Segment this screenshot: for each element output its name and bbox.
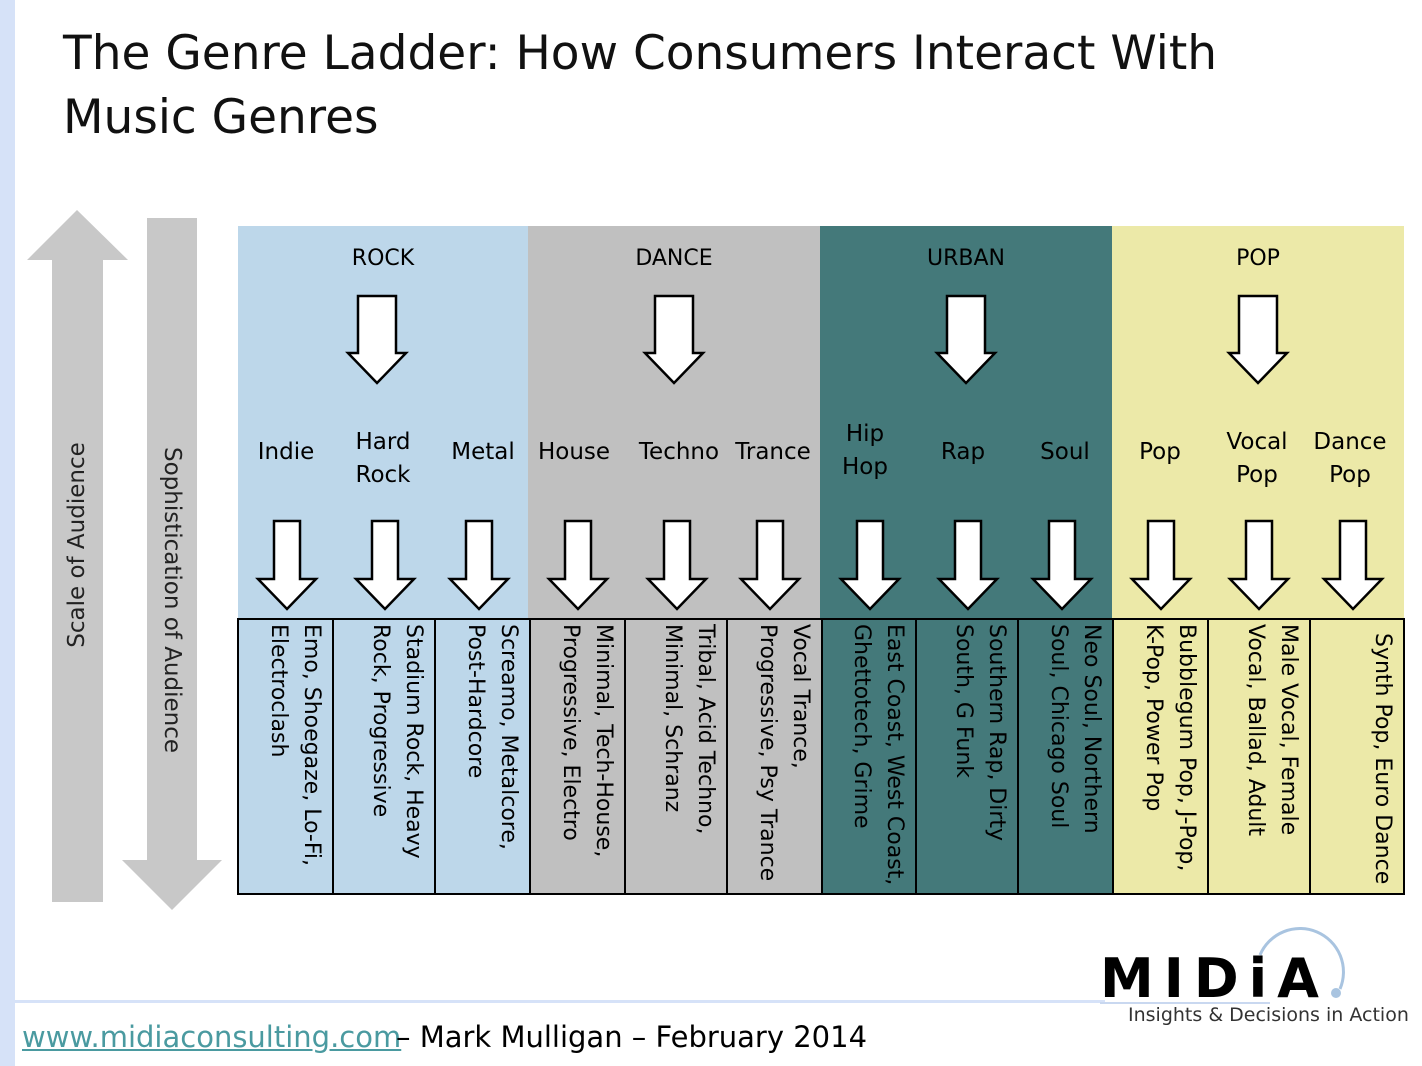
subgenre-down-arrow-icon bbox=[1030, 519, 1094, 611]
subgenre-detail-text: Tribal, Acid Techno, Minimal, Schranz bbox=[660, 624, 718, 835]
subgenre-detail-box: Tribal, Acid Techno, Minimal, Schranz bbox=[624, 618, 728, 895]
subgenre-down-arrow-icon bbox=[645, 519, 709, 611]
subgenre-detail-box: Screamo, Metalcore, Post-Hardcore bbox=[434, 618, 531, 895]
subgenre-detail-text: Minimal, Tech-House, Progressive, Electr… bbox=[558, 624, 616, 858]
subgenre-detail-box: Stadium Rock, Heavy Rock, Progressive bbox=[332, 618, 436, 895]
subgenre-label: Hip Hop bbox=[842, 421, 888, 480]
scale-up-arrow-icon bbox=[27, 210, 128, 902]
subgenre-down-arrow-icon bbox=[936, 519, 1000, 611]
subgenre-down-arrow-icon bbox=[1321, 519, 1385, 611]
subgenre-label: Trance bbox=[735, 439, 811, 465]
subgenre-label: Dance Pop bbox=[1313, 429, 1387, 488]
midia-logo: MIDiA bbox=[1100, 927, 1345, 1010]
subgenre-label: Metal bbox=[451, 439, 515, 465]
subgenre-down-arrow-icon bbox=[546, 519, 610, 611]
subgenre-label: Indie bbox=[257, 439, 315, 465]
genre-down-arrow-icon bbox=[934, 294, 998, 385]
subgenre-detail-box: Male Vocal, Female Vocal, Ballad, Adult bbox=[1207, 618, 1311, 895]
left-stripe bbox=[0, 0, 15, 1066]
subgenre-label: House bbox=[537, 439, 611, 465]
subgenre-detail-box: Neo Soul, Northern Soul, Chicago Soul bbox=[1017, 618, 1114, 895]
subgenre-down-arrow-icon bbox=[1227, 519, 1291, 611]
credit-text: – Mark Mulligan – February 2014 bbox=[396, 1020, 868, 1054]
subgenre-down-arrow-icon bbox=[255, 519, 319, 611]
subgenre-detail-text: Vocal Trance, Progressive, Psy Trance bbox=[755, 624, 813, 882]
subgenre-detail-text: Southern Rap, Dirty South, G Funk bbox=[951, 624, 1009, 842]
logo-tagline: Insights & Decisions in Action bbox=[1128, 1004, 1409, 1026]
genre-down-arrow-icon bbox=[345, 294, 409, 385]
subgenre-down-arrow-icon bbox=[838, 519, 902, 611]
subgenre-label: Pop bbox=[1139, 439, 1181, 465]
subgenre-detail-box: Vocal Trance, Progressive, Psy Trance bbox=[726, 618, 823, 895]
subgenre-down-arrow-icon bbox=[353, 519, 417, 611]
subgenre-detail-text: Bubblegum Pop, J-Pop, K-Pop, Power Pop bbox=[1141, 624, 1199, 872]
subgenre-detail-box: Minimal, Tech-House, Progressive, Electr… bbox=[529, 618, 626, 895]
svg-text:MIDiA: MIDiA bbox=[1100, 947, 1329, 1010]
genre-down-arrow-icon bbox=[1226, 294, 1290, 385]
scale-of-audience-label: Scale of Audience bbox=[64, 442, 90, 648]
subgenre-down-arrow-icon bbox=[1129, 519, 1193, 611]
subgenre-label: Rap bbox=[940, 439, 986, 465]
subgenre-detail-box: Emo, Shoegaze, Lo-Fi, Electroclash bbox=[237, 618, 334, 895]
genre-title: DANCE bbox=[635, 246, 713, 271]
genre-down-arrow-icon bbox=[642, 294, 706, 385]
genre-title: POP bbox=[1236, 246, 1280, 271]
sophistication-of-audience-label: Sophistication of Audience bbox=[159, 446, 185, 754]
subgenre-label: Hard Rock bbox=[355, 429, 411, 488]
subgenre-detail-text: Emo, Shoegaze, Lo-Fi, Electroclash bbox=[266, 624, 324, 867]
subgenre-label: Soul bbox=[1040, 439, 1090, 465]
genre-title: URBAN bbox=[927, 246, 1005, 271]
website-link[interactable]: www.midiaconsulting.com bbox=[22, 1020, 402, 1054]
footer-divider bbox=[15, 1000, 1105, 1003]
subgenre-detail-text: Male Vocal, Female Vocal, Ballad, Adult bbox=[1243, 624, 1301, 837]
subgenre-detail-box: Bubblegum Pop, J-Pop, K-Pop, Power Pop bbox=[1112, 618, 1209, 895]
subgenre-detail-box: Synth Pop, Euro Dance bbox=[1309, 618, 1405, 895]
subgenre-detail-text: Screamo, Metalcore, Post-Hardcore bbox=[463, 624, 521, 850]
subgenre-down-arrow-icon bbox=[447, 519, 511, 611]
subgenre-detail-text: East Coast, West Coast, Ghettotech, Grim… bbox=[849, 624, 907, 886]
subgenre-label: Techno bbox=[638, 439, 720, 465]
subgenre-detail-text: Stadium Rock, Heavy Rock, Progressive bbox=[368, 624, 426, 859]
subgenre-label: Vocal Pop bbox=[1226, 429, 1288, 488]
subgenre-detail-box: East Coast, West Coast, Ghettotech, Grim… bbox=[821, 618, 917, 895]
subgenre-detail-text: Neo Soul, Northern Soul, Chicago Soul bbox=[1046, 624, 1104, 834]
genre-title: ROCK bbox=[351, 246, 415, 271]
page-title: The Genre Ladder: How Consumers Interact… bbox=[63, 26, 1218, 145]
subgenre-down-arrow-icon bbox=[738, 519, 802, 611]
subgenre-detail-text: Synth Pop, Euro Dance bbox=[1370, 632, 1395, 885]
sophistication-down-arrow-icon bbox=[122, 218, 222, 910]
subgenre-detail-box: Southern Rap, Dirty South, G Funk bbox=[915, 618, 1019, 895]
